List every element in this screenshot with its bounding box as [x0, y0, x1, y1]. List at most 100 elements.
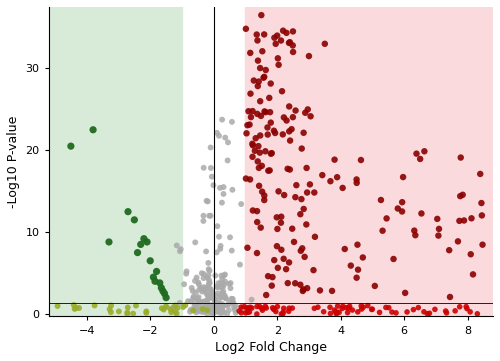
Point	[279, 28, 287, 34]
Point	[266, 81, 274, 86]
Point	[253, 208, 261, 214]
Point	[254, 143, 262, 149]
Point	[238, 306, 246, 312]
Point	[226, 285, 234, 291]
Point	[377, 197, 385, 203]
Point	[258, 163, 266, 169]
Point	[214, 280, 222, 286]
Point	[182, 302, 190, 308]
Point	[210, 309, 218, 315]
Point	[220, 289, 228, 295]
Point	[210, 182, 218, 188]
X-axis label: Log2 Fold Change: Log2 Fold Change	[215, 341, 327, 354]
Point	[176, 246, 184, 252]
Point	[256, 98, 264, 104]
Point	[267, 120, 275, 126]
Point	[291, 280, 299, 286]
Point	[189, 288, 197, 294]
Point	[158, 305, 166, 311]
Point	[288, 126, 296, 132]
Point	[267, 151, 275, 157]
Point	[249, 142, 257, 148]
Point	[258, 305, 266, 311]
Point	[124, 305, 132, 310]
Point	[89, 127, 97, 132]
Point	[442, 308, 450, 314]
Point	[248, 297, 256, 303]
Point	[220, 310, 228, 316]
Point	[190, 295, 198, 301]
Point	[166, 306, 174, 312]
Point	[466, 251, 474, 257]
Point	[223, 311, 231, 317]
Point	[224, 302, 232, 308]
Point	[248, 108, 256, 114]
Bar	[246, 7, 493, 317]
Point	[206, 287, 214, 292]
Point	[186, 309, 194, 315]
Point	[260, 31, 268, 37]
Point	[469, 271, 477, 277]
Point	[218, 277, 226, 282]
Point	[262, 148, 270, 154]
Point	[194, 280, 202, 286]
Point	[70, 306, 78, 312]
Point	[280, 114, 288, 120]
Point	[204, 273, 212, 278]
Point	[220, 273, 228, 278]
Point	[268, 283, 276, 288]
Point	[254, 83, 262, 89]
Point	[390, 256, 398, 262]
Point	[456, 304, 464, 310]
Point	[192, 308, 200, 313]
Point	[208, 304, 216, 310]
Point	[213, 130, 221, 136]
Point	[282, 266, 290, 272]
Point	[244, 122, 252, 128]
Point	[205, 213, 213, 219]
Point	[272, 309, 280, 314]
Point	[300, 287, 308, 292]
Point	[266, 168, 274, 173]
Point	[202, 249, 210, 255]
Point	[277, 220, 285, 226]
Point	[342, 305, 350, 310]
Point	[214, 284, 222, 290]
Point	[279, 311, 287, 317]
Point	[228, 187, 236, 193]
Point	[214, 309, 222, 314]
Point	[198, 270, 206, 276]
Point	[456, 193, 464, 199]
Point	[285, 40, 293, 46]
Point	[204, 293, 212, 299]
Point	[242, 310, 250, 316]
Point	[282, 30, 290, 36]
Point	[224, 139, 232, 145]
Point	[292, 108, 300, 113]
Point	[191, 306, 199, 312]
Point	[191, 278, 199, 284]
Point	[254, 58, 262, 64]
Point	[288, 305, 296, 311]
Point	[215, 133, 223, 139]
Point	[240, 307, 248, 313]
Point	[431, 306, 439, 312]
Point	[258, 189, 266, 195]
Point	[270, 306, 278, 312]
Point	[215, 234, 223, 240]
Point	[204, 307, 212, 313]
Point	[306, 113, 314, 119]
Point	[268, 274, 276, 280]
Point	[194, 296, 202, 301]
Point	[303, 285, 311, 291]
Point	[260, 193, 268, 199]
Point	[394, 206, 402, 212]
Point	[398, 209, 406, 214]
Point	[142, 310, 150, 316]
Point	[217, 280, 225, 286]
Point	[201, 288, 209, 294]
Point	[210, 304, 218, 310]
Point	[262, 305, 270, 311]
Point	[273, 243, 281, 249]
Point	[190, 300, 198, 306]
